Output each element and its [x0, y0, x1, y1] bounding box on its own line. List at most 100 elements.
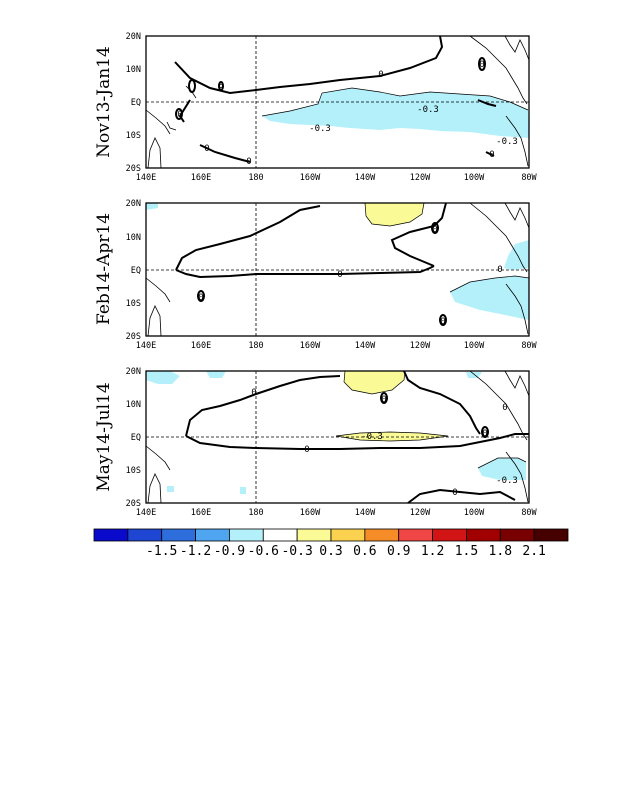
- x-tick: 100W: [464, 508, 485, 518]
- panel-3-y-ticks: 20N 10N EQ 10S 20S: [126, 367, 141, 509]
- panel-2-x-ticks: 140E 160E 180 160W 140W 120W 100W 80W: [136, 341, 538, 351]
- panel-1-frame: [145, 35, 530, 169]
- panel-2-coastlines: [145, 202, 530, 337]
- panel-1-contour-label: -0.3: [309, 124, 331, 134]
- panel-3-shade-negative: [206, 371, 226, 378]
- panel-3-contour-label: 0: [304, 445, 309, 455]
- panel-3-contour-label: 0: [452, 488, 457, 498]
- x-tick: 140E: [136, 508, 156, 518]
- panel-1-plot: 0 0 0 0 0 0 0 -0.3 -0.3 -0.3 140E 160E 1…: [126, 32, 538, 183]
- x-tick: 180: [248, 508, 263, 518]
- panel-3-shade-positive: [336, 432, 448, 441]
- panel-2-contour-label: 0: [432, 225, 437, 235]
- panel-1-coastlines: [145, 35, 530, 169]
- panel-1-label: Nov13-Jan14: [94, 46, 114, 158]
- y-tick: 10S: [126, 299, 141, 309]
- panel-3: May14-Jul14: [94, 367, 538, 518]
- panel-3-shade-negative: [146, 371, 180, 384]
- y-tick: EQ: [131, 266, 141, 276]
- x-tick: 80W: [521, 508, 537, 518]
- colorbar-swatch: [398, 528, 433, 542]
- x-tick: 80W: [521, 341, 537, 351]
- y-tick: 20N: [126, 199, 141, 209]
- colorbar-labels: -1.5 -1.2 -0.9 -0.6 -0.3 0.3 0.6 0.9 1.2 1.5 1.8 2.…: [146, 544, 546, 559]
- x-tick: 160W: [300, 508, 321, 518]
- x-tick: 160E: [191, 508, 211, 518]
- panel-1-contour-label: 0: [177, 110, 182, 120]
- x-tick: 160E: [191, 173, 211, 183]
- panel-2-contour-label: 0: [497, 265, 502, 275]
- colorbar-swatch: [195, 528, 230, 542]
- y-tick: EQ: [131, 98, 141, 108]
- colorbar-label: 1.5: [455, 544, 478, 559]
- panel-2-neg-contour: [364, 202, 530, 293]
- panel-1-contour-label: -0.3: [496, 137, 518, 147]
- x-tick: 140W: [355, 508, 376, 518]
- y-tick: 10S: [126, 466, 141, 476]
- panel-1-contour-label: -0.3: [417, 105, 439, 115]
- x-tick: 160E: [191, 341, 211, 351]
- panel-2-shade-negative: [146, 203, 158, 210]
- panel-2-shade-negative: [450, 276, 529, 320]
- panel-3-contour-label: 0: [502, 403, 507, 413]
- y-tick: 20N: [126, 32, 141, 42]
- colorbar-swatch: [262, 528, 298, 542]
- panel-2-shade-positive: [365, 203, 424, 226]
- x-tick: 140E: [136, 173, 156, 183]
- x-tick: 180: [248, 173, 263, 183]
- y-tick: 20S: [126, 332, 141, 342]
- x-tick: 120W: [410, 508, 431, 518]
- panel-2-zero-contours: [175, 202, 448, 326]
- x-tick: 180: [248, 341, 263, 351]
- panel-1-contour-label: 0: [489, 150, 494, 160]
- colorbar-label: 0.6: [353, 544, 376, 559]
- colorbar-label: 0.3: [319, 544, 342, 559]
- panel-2-shade-negative: [504, 240, 529, 270]
- panel-1-x-ticks: 140E 160E 180 160W 140W 120W 100W 80W: [136, 173, 538, 183]
- x-tick: 100W: [464, 341, 485, 351]
- panel-2-frame: [145, 202, 530, 337]
- y-tick: 20N: [126, 367, 141, 377]
- x-tick: 100W: [464, 173, 485, 183]
- panel-1-contour-label: 0: [218, 81, 223, 91]
- panel-1-shade-negative: [262, 88, 529, 138]
- colorbar-swatch: [229, 528, 264, 542]
- colorbar-swatches: [93, 528, 569, 542]
- y-tick: 10N: [126, 233, 141, 243]
- colorbar-swatch: [499, 528, 535, 542]
- colorbar-label: -0.3: [281, 544, 312, 559]
- colorbar-swatch: [161, 528, 196, 542]
- colorbar-label: -0.9: [214, 544, 245, 559]
- colorbar-label: 1.2: [421, 544, 444, 559]
- colorbar: -1.5 -1.2 -0.9 -0.6 -0.3 0.3 0.6 0.9 1.2 1.5 1.8 2.…: [93, 528, 569, 559]
- y-tick: 10S: [126, 131, 141, 141]
- panel-2-plot: 0 0 0 0 0 140E 160E 180 160W 140W 120W 1…: [126, 199, 538, 351]
- colorbar-label: 1.8: [489, 544, 512, 559]
- colorbar-label: 2.1: [522, 544, 545, 559]
- panel-1-contour-label: 0: [479, 60, 484, 70]
- panel-3-frame: [145, 370, 530, 504]
- panel-2: Feb14-Apr14: [94, 199, 538, 351]
- colorbar-swatch: [127, 528, 163, 542]
- colorbar-swatch: [296, 528, 332, 542]
- panel-3-neg-contour: [335, 370, 527, 469]
- x-tick: 80W: [521, 173, 537, 183]
- colorbar-label: -1.5: [146, 544, 177, 559]
- panel-3-plot: 0 0 0 0 0 0 -0.3 -0.3 140E 160E 180 160W…: [126, 367, 538, 518]
- y-tick: EQ: [131, 433, 141, 443]
- colorbar-label: -1.2: [180, 544, 211, 559]
- panel-2-y-ticks: 20N 10N EQ 10S 20S: [126, 199, 141, 342]
- y-tick: 10N: [126, 400, 141, 410]
- panel-3-coastlines: [145, 370, 530, 504]
- x-tick: 160W: [300, 341, 321, 351]
- colorbar-swatch: [533, 528, 569, 542]
- panel-2-label: Feb14-Apr14: [94, 213, 114, 325]
- x-tick: 120W: [410, 173, 431, 183]
- panel-2-contour-labels: 0 0 0 0 0: [198, 225, 502, 327]
- panel-3-contour-label: 0: [482, 429, 487, 439]
- panel-1-contour-label: 0: [378, 70, 383, 80]
- panel-2-contour-label: 0: [198, 293, 203, 303]
- panel-1-contour-label: 0: [246, 157, 251, 167]
- panel-3-x-ticks: 140E 160E 180 160W 140W 120W 100W 80W: [136, 508, 538, 518]
- x-tick: 140W: [355, 341, 376, 351]
